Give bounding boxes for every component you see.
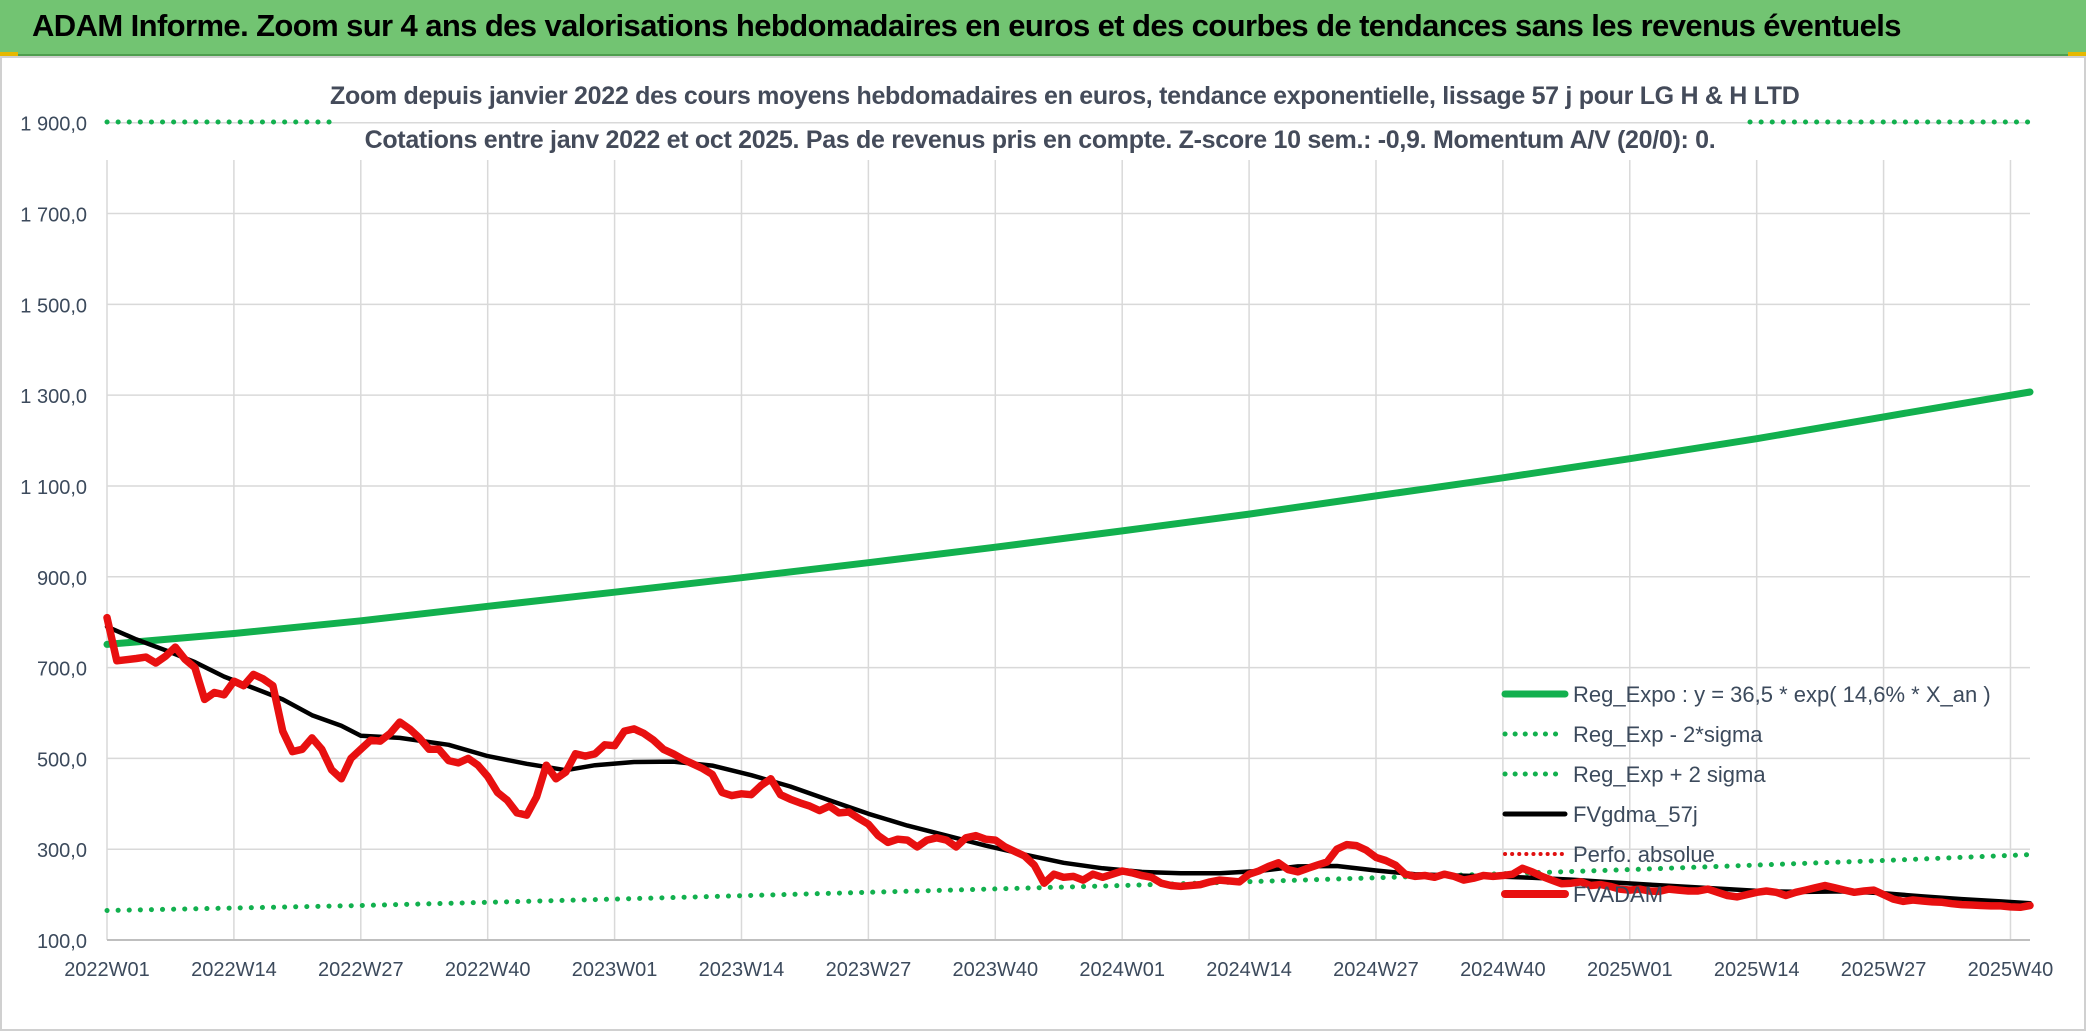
report-banner: ADAM Informe. Zoom sur 4 ans des valoris… bbox=[0, 0, 2086, 56]
legend-label: Perfo. absolue bbox=[1573, 842, 1715, 867]
legend-label: Reg_Exp + 2 sigma bbox=[1573, 762, 1766, 787]
x-tick-label: 2023W27 bbox=[826, 959, 912, 981]
x-tick-label: 2023W40 bbox=[952, 959, 1038, 981]
y-tick-label: 1 900,0 bbox=[20, 114, 87, 136]
x-tick-label: 2025W01 bbox=[1587, 959, 1673, 981]
banner-accent-right bbox=[2068, 52, 2086, 56]
legend-label: Reg_Exp - 2*sigma bbox=[1573, 722, 1763, 747]
x-tick-label: 2025W27 bbox=[1841, 959, 1927, 981]
series-layer bbox=[103, 119, 2034, 913]
y-tick-label: 700,0 bbox=[37, 659, 87, 681]
x-tick-label: 2022W27 bbox=[318, 959, 404, 981]
y-tick-label: 100,0 bbox=[37, 931, 87, 953]
x-tick-label: 2025W40 bbox=[1968, 959, 2054, 981]
y-tick-label: 500,0 bbox=[37, 749, 87, 771]
legend-label: FVgdma_57j bbox=[1573, 802, 1698, 827]
x-tick-label: 2022W14 bbox=[191, 959, 277, 981]
x-tick-label: 2023W01 bbox=[572, 959, 658, 981]
y-tick-label: 300,0 bbox=[37, 840, 87, 862]
chart-title-line-1: Zoom depuis janvier 2022 des cours moyen… bbox=[330, 82, 1800, 111]
report-title: ADAM Informe. Zoom sur 4 ans des valoris… bbox=[32, 8, 1902, 43]
x-tick-label: 2024W01 bbox=[1079, 959, 1165, 981]
y-tick-label: 1 700,0 bbox=[20, 205, 87, 227]
x-tick-label: 2022W01 bbox=[64, 959, 150, 981]
x-tick-label: 2024W40 bbox=[1460, 959, 1546, 981]
chart-title-line-2: Cotations entre janv 2022 et oct 2025. P… bbox=[330, 126, 1750, 155]
chart-legend: Reg_Expo : y = 36,5 * exp( 14,6% * X_an … bbox=[1501, 682, 1991, 907]
x-tick-label: 2025W14 bbox=[1714, 959, 1800, 981]
x-tick-label: 2022W40 bbox=[445, 959, 531, 981]
x-tick-label: 2023W14 bbox=[699, 959, 785, 981]
y-axis-labels: 100,0 300,0 500,0 700,0 900,0 1 100,0 1 300,0 1… bbox=[20, 114, 87, 953]
series-fvadam bbox=[103, 613, 2034, 912]
grid-layer bbox=[106, 121, 2030, 941]
y-tick-label: 900,0 bbox=[37, 568, 87, 590]
x-tick-label: 2024W27 bbox=[1333, 959, 1419, 981]
legend-label: Reg_Expo : y = 36,5 * exp( 14,6% * X_an … bbox=[1573, 682, 1991, 707]
y-tick-label: 1 500,0 bbox=[20, 295, 87, 317]
legend-label: FVADAM bbox=[1573, 882, 1663, 907]
x-axis-labels: 2022W01 2022W14 2022W27 2022W40 2023W01 2023W… bbox=[64, 959, 2053, 981]
y-tick-label: 1 100,0 bbox=[20, 477, 87, 499]
y-tick-label: 1 300,0 bbox=[20, 386, 87, 408]
banner-accent-left bbox=[0, 52, 18, 56]
x-tick-label: 2024W14 bbox=[1206, 959, 1292, 981]
series-reg-expo bbox=[103, 388, 2034, 648]
